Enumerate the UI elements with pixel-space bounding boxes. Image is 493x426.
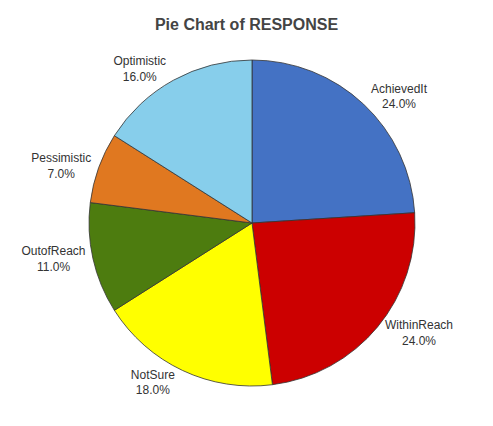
svg-text:Optimistic16.0%: Optimistic16.0% — [113, 54, 166, 84]
svg-text:OutofReach11.0%: OutofReach11.0% — [21, 244, 85, 274]
svg-text:Pie Chart of RESPONSE: Pie Chart of RESPONSE — [155, 16, 338, 33]
svg-text:AchievedIt24.0%: AchievedIt24.0% — [371, 82, 428, 112]
svg-text:Pessimistic7.0%: Pessimistic7.0% — [31, 151, 91, 181]
svg-text:WithinReach24.0%: WithinReach24.0% — [385, 318, 453, 348]
svg-text:NotSure18.0%: NotSure18.0% — [131, 368, 175, 398]
